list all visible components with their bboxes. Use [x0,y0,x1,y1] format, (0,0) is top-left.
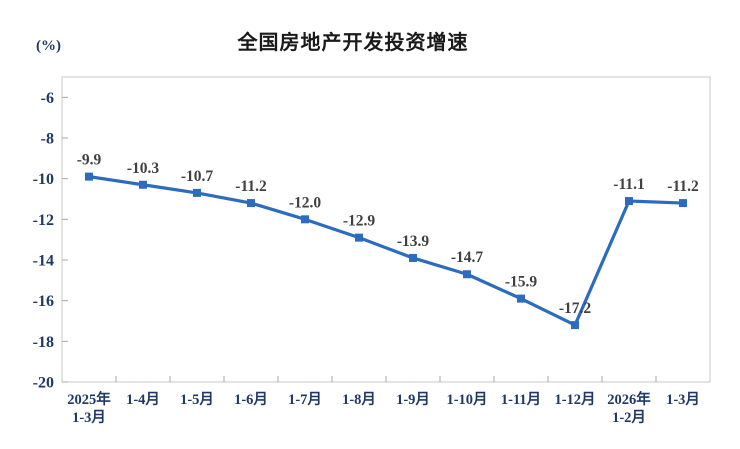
data-point-marker [85,172,93,181]
x-axis-category-label: 1-7月 [288,391,322,408]
y-axis-tick-label: -12 [33,212,54,229]
data-point-marker [301,215,309,224]
data-point-marker [571,321,579,330]
data-point-label: -10.7 [181,168,214,185]
x-axis-category-label: 1-8月 [342,391,376,408]
data-point-marker [247,199,255,208]
data-point-marker [139,180,147,189]
x-axis-category-label: 1-3月 [666,391,700,408]
x-axis-category-label: 1-3月 [72,409,106,426]
x-axis-category-label: 2025年 [67,390,111,408]
x-axis-category-label: 1-4月 [126,391,160,408]
x-axis-category-label: 1-5月 [180,391,214,408]
y-axis-tick-label: -10 [33,171,54,188]
x-axis-category-label: 1-9月 [396,391,430,408]
data-point-label: -15.9 [505,274,538,291]
y-axis-unit-label: (%) [36,38,61,54]
data-point-marker [409,253,417,262]
y-axis-tick-label: -6 [41,90,54,107]
data-point-marker [193,188,201,197]
data-point-marker [517,294,525,303]
data-point-label: -11.1 [613,176,644,193]
x-axis-category-label: 1-12月 [554,391,595,408]
y-axis-tick-label: -16 [33,293,54,310]
data-series-line [87,175,685,327]
y-axis-tick-label: -18 [33,334,54,351]
data-point-marker [679,199,687,208]
data-point-label: -9.9 [77,152,102,169]
chart-title: 全国房地产开发投资增速 [237,32,469,54]
x-axis-category-label: 2026年 [607,390,651,408]
data-point-label: -13.9 [397,233,430,250]
data-point-label: -17.2 [559,300,592,317]
data-point-label: -10.3 [127,160,160,177]
data-point-marker [625,197,633,206]
x-axis-category-label: 1-11月 [501,391,541,408]
y-axis-tick-label: -20 [33,375,54,392]
data-point-label: -12.0 [289,194,322,211]
data-point-label: -14.7 [451,249,484,266]
plot-border [61,76,711,383]
x-axis-category-label: 1-10月 [446,391,487,408]
x-axis-category-label: 1-6月 [234,391,268,408]
y-axis-tick-label: -14 [33,253,54,270]
y-axis-tick-label: -8 [41,131,54,148]
data-point-label: -11.2 [235,178,267,195]
x-axis-category-label: 1-2月 [612,409,646,426]
data-point-marker [355,233,363,242]
data-point-label: -11.2 [667,178,699,195]
data-point-label: -12.9 [343,213,376,230]
data-point-marker [463,270,471,279]
